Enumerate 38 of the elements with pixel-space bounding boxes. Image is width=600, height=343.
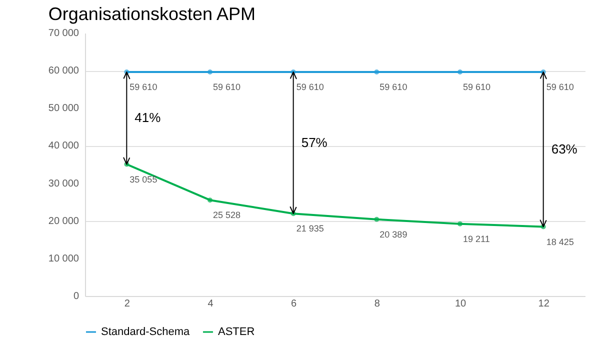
annotation: 63% — [551, 141, 578, 156]
data-label: 59 610 — [296, 82, 324, 92]
point — [458, 221, 462, 226]
legend-label: Standard-Schema — [101, 326, 191, 338]
y-tick-label: 30 000 — [48, 178, 80, 190]
x-tick-label: 4 — [208, 298, 214, 310]
y-tick-label: 60 000 — [48, 66, 80, 77]
x-tick-label: 6 — [291, 298, 298, 310]
y-tick-label: 10 000 — [48, 253, 80, 264]
x-tick-label: 2 — [124, 298, 130, 310]
data-label: 59 610 — [130, 82, 158, 92]
point — [374, 216, 380, 222]
y-tick-label: 20 000 — [48, 216, 80, 227]
data-label: 59 610 — [546, 82, 574, 92]
data-label: 35 055 — [130, 174, 158, 184]
y-tick-label: 50 000 — [48, 103, 80, 114]
annotation: 41% — [134, 110, 162, 126]
data-label: 59 610 — [380, 82, 408, 92]
y-tick-label: 0 — [73, 291, 80, 302]
legend-label: ASTER — [218, 326, 255, 338]
data-label: 59 610 — [463, 82, 491, 92]
point — [208, 198, 212, 203]
y-tick-label: 40 000 — [48, 140, 80, 152]
x-tick-label: 10 — [454, 298, 466, 310]
data-label: 18 425 — [546, 236, 574, 247]
point — [208, 70, 212, 75]
chart-title: Organisationskosten APM — [48, 4, 256, 24]
x-tick-label: 12 — [538, 298, 550, 310]
y-tick-label: 70 000 — [48, 28, 80, 39]
data-label: 20 389 — [380, 229, 408, 240]
annotation: 57% — [301, 134, 328, 150]
point — [374, 70, 380, 75]
x-tick-label: 8 — [374, 298, 380, 310]
data-label: 59 610 — [213, 82, 241, 92]
point — [458, 70, 462, 75]
data-label: 19 211 — [463, 234, 490, 244]
data-label: 21 935 — [296, 224, 324, 234]
data-label: 25 528 — [213, 210, 241, 220]
